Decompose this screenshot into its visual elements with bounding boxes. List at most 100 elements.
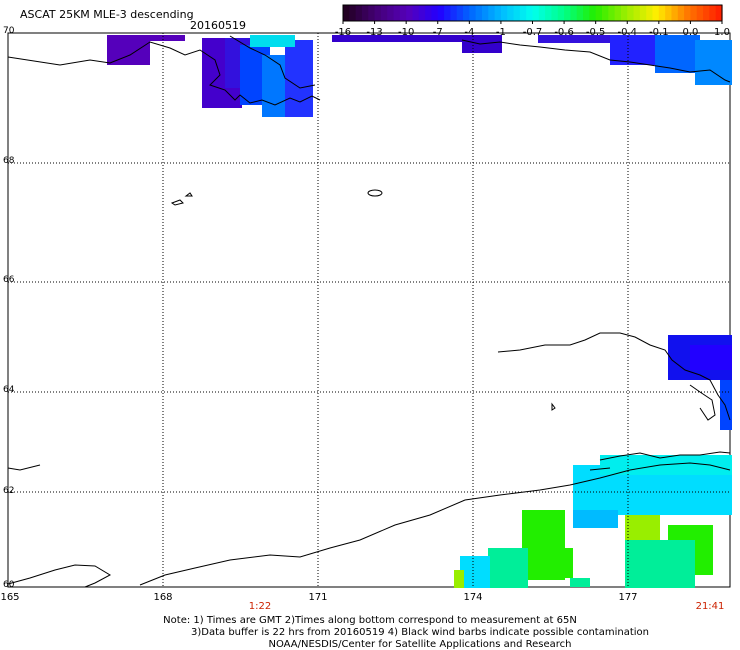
lon-label-168: 168 [153,592,173,603]
colorbar-label: 1.0 [714,27,730,38]
swath-cell [250,35,295,47]
colorbar-label: -0.1 [649,27,669,38]
colorbar-segment [709,5,717,21]
colorbar [342,4,723,24]
swath-cell [720,380,732,430]
colorbar-segment [665,5,673,21]
lon-label-174: 174 [463,592,483,603]
colorbar-segment [380,5,388,21]
colorbar-label: -13 [366,27,383,38]
swath-cell [332,35,462,42]
swath-cell [573,510,618,528]
colorbar-segment [431,5,439,21]
swath-cell [610,35,660,65]
note-line-3: NOAA/NESDIS/Center for Satellite Applica… [268,639,572,650]
colorbar-segment [601,5,609,21]
colorbar-segment [633,5,641,21]
colorbar-segment [456,5,464,21]
colorbar-label: -0.7 [522,27,543,38]
colorbar-segment [545,5,553,21]
swath-cell [285,40,313,117]
colorbar-segment [361,5,369,21]
colorbar-segment [576,5,584,21]
coastline [7,35,731,588]
colorbar-label: 0.0 [682,27,699,38]
colorbar-segment [513,5,521,21]
colorbar-segment [620,5,628,21]
colorbar-segment [450,5,458,21]
lat-label-60: 60 [3,580,15,590]
colorbar-segment [343,5,350,21]
colorbar-segment [519,5,527,21]
colorbar-segment [595,5,603,21]
colorbar-segment [406,5,414,21]
colorbar-segment [671,5,679,21]
swath-cell [488,548,528,588]
swath-cell [150,35,185,41]
note-line-2: 3)Data buffer is 22 hrs from 20160519 4)… [191,627,649,638]
colorbar-segment [437,5,445,21]
colorbar-segment [355,5,363,21]
colorbar-segment [387,5,395,21]
colorbar-label: -10 [397,27,415,38]
swath-cell [565,548,573,578]
data-swaths [107,35,732,588]
colorbar-segment [532,5,540,21]
swath-cell [695,40,732,85]
colorbar-segment [463,5,470,21]
lat-label-64: 64 [3,385,15,395]
swath-cell [460,556,490,588]
colorbar-label: -0.6 [554,27,574,38]
colorbar-segment [393,5,401,21]
colorbar-segment [614,5,622,21]
lat-lon-grid [8,33,730,587]
time-label-end: 21:41 [695,601,725,612]
lon-label-171: 171 [308,592,328,603]
colorbar-segment [500,5,508,21]
colorbar-segment [684,5,692,21]
colorbar-segment [677,5,685,21]
colorbar-segment [551,5,559,21]
lon-label-165: 165 [0,592,20,603]
colorbar-segment [608,5,616,21]
colorbar-segment [475,5,483,21]
swath-cell [107,35,150,65]
lat-label-62: 62 [3,486,15,496]
colorbar-segment [696,5,704,21]
colorbar-segment [538,5,546,21]
colorbar-segment [349,5,357,21]
colorbar-segment [583,5,590,21]
lat-label-68: 68 [3,156,15,166]
colorbar-segment [444,5,451,21]
time-label-start: 1:22 [248,601,272,612]
colorbar-segment [703,5,710,21]
colorbar-segment [507,5,515,21]
swath-cell [655,35,700,73]
swath-cell [625,540,695,588]
colorbar-segment [715,5,723,21]
colorbar-segment [368,5,376,21]
colorbar-segment [494,5,502,21]
colorbar-label: -16 [334,27,352,38]
colorbar-segment [557,5,565,21]
lon-label-177: 177 [618,592,638,603]
colorbar-segment [374,5,382,21]
colorbar-segment [418,5,426,21]
swath-cell [690,345,732,370]
product-title: ASCAT 25KM MLE-3 descending [20,8,194,21]
colorbar-segment [589,5,597,21]
colorbar-segment [627,5,635,21]
colorbar-segment [646,5,654,21]
colorbar-segment [570,5,578,21]
colorbar-segment [399,5,407,21]
colorbar-segment [658,5,666,21]
colorbar-segment [690,5,698,21]
swath-cell [454,570,464,588]
swath-cell [570,578,590,587]
product-date: 20160519 [190,19,246,32]
colorbar-segment [412,5,420,21]
colorbar-segment [639,5,647,21]
colorbar-label: -1 [495,27,506,38]
colorbar-segment [481,5,489,21]
colorbar-segment [652,5,660,21]
